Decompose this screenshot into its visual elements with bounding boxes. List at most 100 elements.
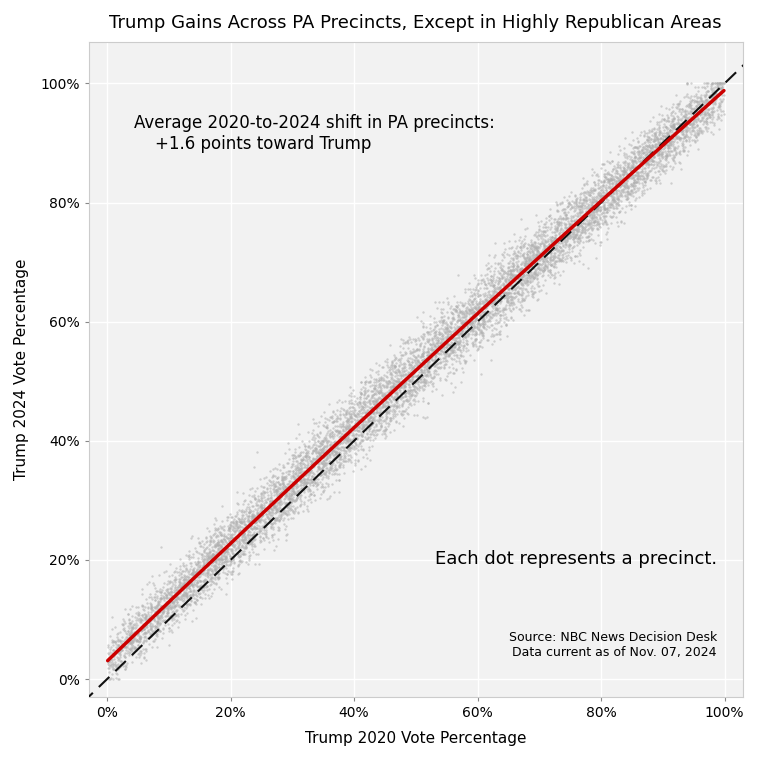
Point <box>198 562 211 575</box>
Point <box>296 476 308 488</box>
Point <box>529 262 541 274</box>
Point <box>599 217 611 229</box>
Point <box>337 467 350 479</box>
Point <box>288 449 300 461</box>
Point <box>685 111 697 123</box>
Point <box>508 229 521 241</box>
Point <box>681 112 693 125</box>
Point <box>308 417 320 429</box>
Point <box>670 110 682 122</box>
Point <box>299 473 311 486</box>
Point <box>391 391 404 404</box>
Point <box>142 612 154 624</box>
Point <box>493 312 505 324</box>
Point <box>366 401 378 413</box>
Point <box>588 216 600 228</box>
Point <box>654 160 666 173</box>
Point <box>695 111 708 123</box>
Point <box>489 309 501 321</box>
Y-axis label: Trump 2024 Vote Percentage: Trump 2024 Vote Percentage <box>14 258 29 480</box>
Point <box>271 505 283 517</box>
Point <box>155 609 167 621</box>
Point <box>641 140 654 152</box>
Point <box>523 260 535 272</box>
Point <box>493 328 505 340</box>
Point <box>383 393 395 405</box>
Point <box>559 209 572 221</box>
Point <box>180 601 192 613</box>
Point <box>397 365 410 377</box>
Point <box>175 567 187 579</box>
Point <box>655 147 667 160</box>
Point <box>193 537 205 549</box>
Point <box>456 299 468 311</box>
Point <box>163 583 175 595</box>
Point <box>560 235 572 247</box>
Point <box>290 467 302 479</box>
Point <box>717 84 730 96</box>
Point <box>276 470 288 483</box>
Point <box>517 249 529 261</box>
Point <box>214 572 226 584</box>
Point <box>323 492 335 504</box>
Point <box>635 149 648 161</box>
Point <box>519 230 531 242</box>
Point <box>399 368 411 380</box>
Point <box>442 366 454 378</box>
Point <box>439 352 451 364</box>
Point <box>706 106 718 118</box>
Point <box>178 578 190 590</box>
Point <box>123 629 135 641</box>
Point <box>161 609 173 621</box>
Point <box>639 149 651 161</box>
Point <box>274 478 286 490</box>
Point <box>524 245 537 258</box>
Point <box>413 356 426 369</box>
Point <box>135 632 147 644</box>
Point <box>459 328 471 340</box>
Point <box>644 152 656 164</box>
Point <box>201 552 213 564</box>
Point <box>476 317 488 329</box>
Point <box>274 478 287 490</box>
Point <box>404 384 416 396</box>
Point <box>492 277 505 289</box>
Point <box>483 334 495 346</box>
Point <box>470 328 483 340</box>
Point <box>344 423 356 435</box>
Point <box>543 210 555 222</box>
Point <box>359 378 371 390</box>
Point <box>501 286 513 298</box>
Point <box>265 489 277 502</box>
Point <box>314 477 326 489</box>
Point <box>384 426 396 439</box>
Point <box>654 152 666 164</box>
Point <box>202 588 214 600</box>
Point <box>226 544 238 556</box>
Point <box>651 149 663 161</box>
Point <box>492 278 504 290</box>
Point <box>146 641 158 654</box>
Point <box>708 84 720 96</box>
Point <box>638 157 651 169</box>
Point <box>277 478 289 490</box>
Point <box>374 409 386 421</box>
Point <box>461 283 473 295</box>
Point <box>217 544 230 556</box>
Point <box>217 562 229 575</box>
Point <box>115 655 127 667</box>
Point <box>294 475 306 487</box>
Point <box>421 333 433 345</box>
Point <box>317 434 329 446</box>
Point <box>627 157 639 169</box>
Point <box>534 238 546 250</box>
Point <box>338 428 350 440</box>
Point <box>673 95 686 107</box>
Point <box>363 445 375 457</box>
Point <box>290 477 302 489</box>
Point <box>524 259 537 271</box>
Point <box>289 450 301 462</box>
Point <box>454 327 466 339</box>
Point <box>349 410 361 423</box>
Point <box>175 580 187 592</box>
